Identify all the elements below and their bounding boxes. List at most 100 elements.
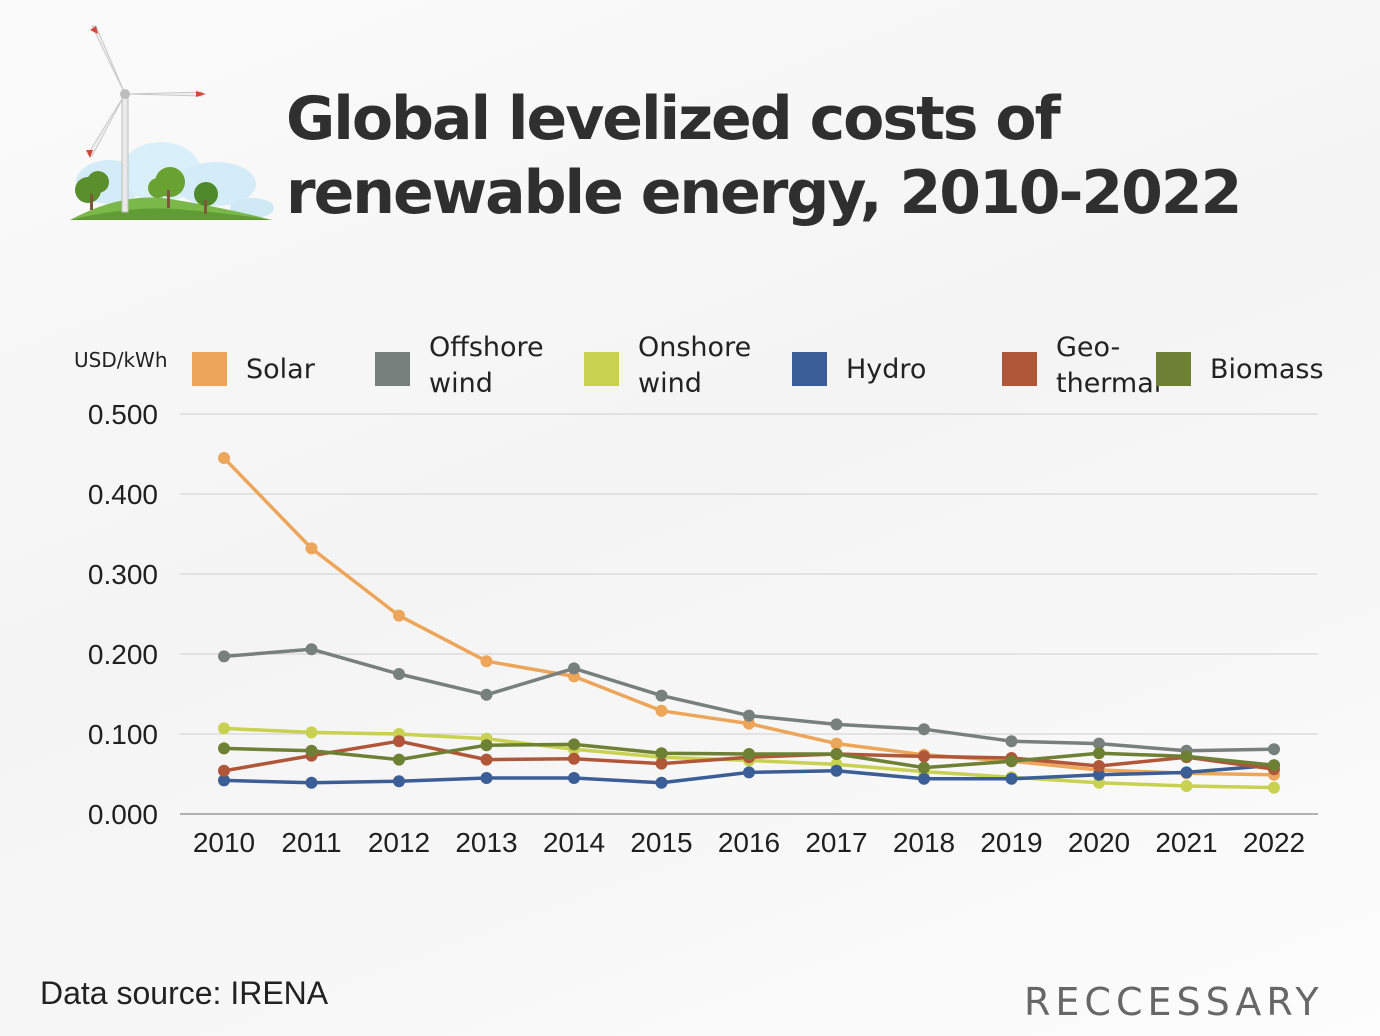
y-tick-label: 0.000 [88,799,158,830]
x-tick-label: 2013 [455,827,517,858]
data-point [218,742,230,755]
data-point [480,772,493,784]
legend-item: Hydro [792,352,926,386]
legend-label: Solar [246,354,316,385]
data-point [1005,772,1018,785]
series-solar [218,452,1280,781]
legend-item: Onshore wind [584,332,751,399]
data-point [1093,760,1105,772]
data-point [305,776,318,789]
data-point [393,609,405,622]
data-point [1093,737,1105,750]
legend-label: Hydro [846,354,926,385]
legend-swatch [1002,352,1037,386]
data-point [830,718,843,731]
x-tick-label: 2016 [718,827,780,858]
y-tick-label: 0.400 [88,479,158,510]
data-point [1005,755,1018,768]
data-point [480,753,493,766]
data-point [393,668,405,680]
y-tick-label: 0.500 [88,399,158,430]
data-point [830,748,843,760]
data-point [830,737,843,750]
legend-label: Onshore [638,332,751,363]
data-point [918,723,930,736]
x-tick-label: 2020 [1068,827,1130,858]
data-point [918,750,930,763]
x-axis: 2010 2011 2012 2013 2014 2015 2016 2017 2018 2019… [193,827,1305,858]
data-point [743,766,755,779]
legend-label: thermal [1056,368,1161,399]
data-point [1093,747,1105,760]
data-point [1268,759,1280,772]
legend-label: wind [638,368,702,399]
series-biomass [218,738,1280,774]
data-point [480,688,493,701]
legend-label: Offshore [429,332,544,363]
y-axis-unit-label: USD/kWh [74,348,168,372]
data-point [393,753,405,766]
series-lines [218,452,1280,794]
data-point [568,738,580,751]
x-tick-label: 2017 [805,827,867,858]
data-point [655,776,668,789]
data-point [393,775,405,788]
wind-turbine-illustration [70,25,274,220]
brand-logo: RECCESSARY [1024,980,1324,1024]
legend-swatch [375,352,410,386]
data-point [568,662,580,675]
legend-label: Biomass [1210,354,1324,385]
legend-label: wind [429,368,493,399]
x-tick-label: 2019 [980,827,1042,858]
legend-swatch [192,352,227,386]
data-point [218,722,230,735]
page-title: Global levelized costs of renewable ener… [286,84,1242,228]
y-tick-label: 0.200 [88,639,158,670]
data-point [568,752,580,765]
data-point [305,744,318,757]
legend-swatch [1156,352,1191,386]
x-tick-label: 2011 [281,827,341,858]
data-point [918,761,930,774]
legend-label: Geo- [1056,332,1120,363]
legend-item: Geo-thermal [1002,332,1161,399]
data-point [1180,750,1193,763]
data-point [393,735,405,748]
data-point [1268,781,1280,794]
x-tick-label: 2010 [193,827,255,858]
x-tick-label: 2015 [630,827,692,858]
data-point [743,748,755,760]
data-point [305,542,318,555]
gridlines [180,413,1318,815]
x-tick-label: 2022 [1243,827,1305,858]
legend: Solar Offshore wind Onshore wind Hydro Geo-the… [192,332,1324,399]
series-offshore-wind [218,643,1280,757]
data-point [305,726,318,739]
data-point [655,757,668,770]
data-point [655,747,668,760]
legend-item: Offshore wind [375,332,544,399]
data-point [655,704,668,717]
data-point [218,650,230,663]
x-tick-label: 2021 [1155,827,1217,858]
y-tick-label: 0.100 [88,719,158,750]
data-point [218,452,230,464]
data-point [1180,780,1193,792]
y-axis: 0.000 0.100 0.200 0.300 0.400 0.500 USD/kWh [74,348,168,830]
data-point [305,643,318,656]
legend-item: Biomass [1156,352,1324,386]
data-point [1005,735,1018,748]
data-source-note: Data source: IRENA [40,975,329,1011]
x-tick-label: 2014 [543,827,605,858]
legend-item: Solar [192,352,316,386]
data-point [218,774,230,787]
data-point [568,772,580,784]
data-point [480,739,493,752]
data-point [1268,743,1280,756]
data-point [918,772,930,785]
x-tick-label: 2012 [368,827,430,858]
data-point [655,689,668,702]
y-tick-label: 0.300 [88,559,158,590]
